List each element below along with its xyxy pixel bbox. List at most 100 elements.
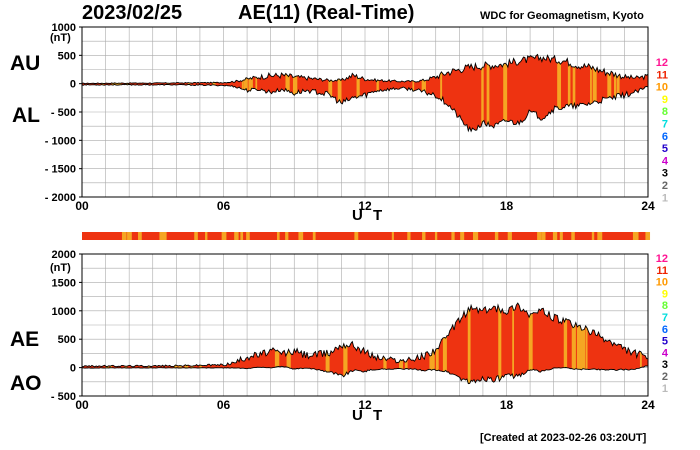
station-bar-stripe (221, 232, 227, 240)
top-stripe (613, 54, 617, 132)
station-bar-stripe (205, 232, 208, 240)
bottom-station-count-label: 12 (656, 253, 668, 265)
top-station-count-label: 2 (662, 180, 668, 192)
bottom-station-count-label: 5 (662, 336, 668, 348)
bottom-station-count-label: 4 (662, 347, 669, 359)
bottom-lower-line (81, 365, 649, 385)
date-title: 2023/02/25 (82, 2, 183, 24)
station-bar-stripe (507, 232, 512, 240)
top-stripe (572, 54, 576, 132)
created-timestamp: [Created at 2023-02-26 03:20UT] (480, 432, 647, 444)
station-bar-stripe (159, 232, 163, 240)
bottom-station-count-label: 3 (662, 359, 668, 371)
top-stripe (337, 54, 342, 132)
bottom-x-tick-label: 06 (217, 398, 231, 412)
bottom-x-tick-label: 24 (641, 398, 655, 412)
top-y-tick-label: 0 (70, 79, 76, 91)
station-bar-stripe (312, 232, 316, 240)
bottom-station-count-label: 11 (656, 265, 668, 277)
top-y-tick-label: - 1500 (45, 164, 76, 176)
top-stripe (616, 54, 620, 132)
bottom-stripe (467, 303, 471, 384)
top-stripe (557, 54, 561, 132)
bottom-station-count-label: 2 (662, 371, 668, 383)
top-stripe (481, 54, 484, 132)
top-y-tick-label: - 2000 (45, 192, 76, 204)
station-bar-stripe (407, 232, 411, 240)
station-bar-stripe (451, 232, 455, 240)
station-bar-stripe (473, 232, 479, 240)
station-bar-stripe (285, 232, 289, 240)
station-bar-stripe (599, 232, 603, 240)
bottom-stripe (576, 303, 582, 384)
bottom-area-fill (82, 303, 648, 384)
bottom-station-count-label: 10 (656, 277, 668, 289)
bottom-stripe (580, 303, 586, 384)
top-x-axis-label: U T (352, 207, 386, 224)
top-stripe (607, 54, 612, 132)
bottom-stripe (512, 303, 515, 384)
top-stripe (486, 54, 490, 132)
station-bar-stripe (121, 232, 127, 240)
bottom-stripe (585, 303, 588, 384)
station-bar (82, 232, 648, 240)
bottom-stripe (573, 303, 576, 384)
bottom-stripe (563, 303, 568, 384)
station-bar-stripe (434, 232, 438, 240)
station-bar-stripe (634, 232, 639, 240)
station-bar-stripe (234, 232, 239, 240)
station-bar-stripe (127, 232, 130, 240)
bottom-x-tick-label: 12 (358, 398, 372, 412)
bottom-station-count-label: 9 (662, 288, 668, 300)
bottom-upper-line (81, 302, 649, 368)
bottom-y-tick-label: 1500 (52, 277, 76, 289)
top-x-tick-label: 12 (358, 199, 372, 213)
bottom-y-tick-label: 2000 (52, 249, 76, 261)
top-unit-label: (nT) (50, 32, 71, 44)
bottom-y-tick-label: - 500 (51, 391, 76, 403)
index-title: AE(11) (Real-Time) (238, 2, 415, 24)
bottom-y-tick-label: 0 (70, 363, 76, 375)
bottom-stripe (442, 303, 447, 384)
top-station-count-label: 12 (656, 57, 668, 69)
top-upper-line (81, 53, 649, 85)
station-bar-stripe (354, 232, 358, 240)
au-label: AU (10, 52, 41, 75)
al-label: AL (12, 104, 40, 127)
station-bar-stripe (128, 232, 132, 240)
top-station-count-label: 9 (662, 94, 668, 106)
bottom-x-tick-label: 00 (75, 398, 89, 412)
bottom-stripe (528, 303, 533, 384)
top-station-count-label: 3 (662, 168, 668, 180)
bottom-x-tick-label: 18 (500, 398, 514, 412)
bottom-stripe (498, 303, 502, 384)
top-lower-line (81, 83, 649, 133)
top-y-tick-label: - 500 (51, 107, 76, 119)
bottom-y-tick-label: 500 (58, 334, 76, 346)
bottom-y-tick-label: 1000 (52, 306, 76, 318)
top-x-tick-label: 06 (217, 199, 231, 213)
station-bar-stripe (298, 232, 304, 240)
top-station-count-label: 10 (656, 82, 668, 94)
station-bar-stripe (552, 232, 558, 240)
station-bar-stripe (597, 232, 601, 240)
station-bar-stripe (246, 232, 250, 240)
station-bar-stripe (240, 232, 244, 240)
station-bar-stripe (494, 232, 499, 240)
station-bar-stripe (161, 232, 167, 240)
bottom-station-count-label: 1 (662, 383, 668, 395)
station-bar-stripe (138, 232, 142, 240)
station-bar-stripe (460, 232, 465, 240)
top-station-count-label: 5 (662, 143, 668, 155)
station-bar-stripe (276, 232, 280, 240)
bottom-station-count-label: 8 (662, 300, 668, 312)
bottom-station-count-label: 7 (662, 312, 668, 324)
top-x-tick-label: 00 (75, 199, 89, 213)
top-stripe (356, 54, 360, 132)
top-stripe (292, 54, 298, 132)
bottom-x-axis-label: U T (352, 407, 386, 424)
top-stripe (328, 54, 333, 132)
station-bar-stripe (591, 232, 595, 240)
